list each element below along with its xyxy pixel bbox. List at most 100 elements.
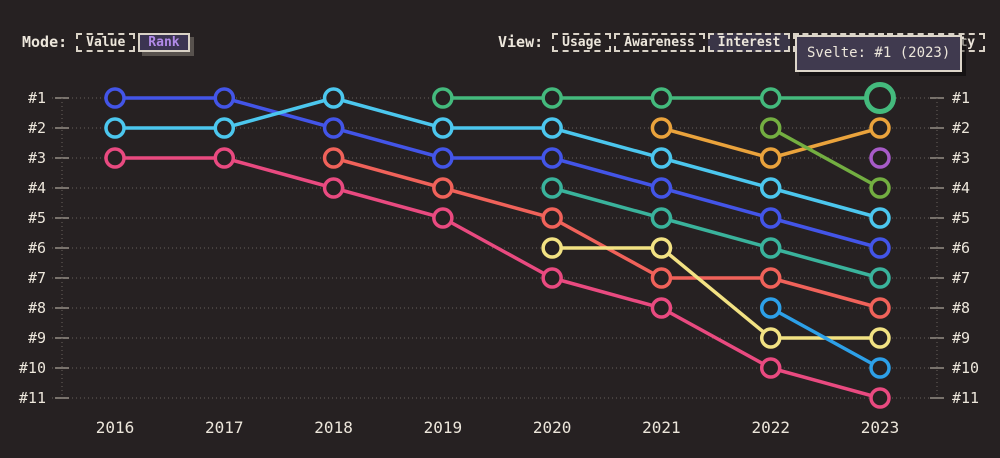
year-label-2016: 2016: [96, 418, 135, 437]
marker-Svelte-2019[interactable]: [432, 87, 454, 109]
marker-salmon-2018[interactable]: [322, 147, 345, 169]
marker-pink-2022[interactable]: [759, 357, 782, 379]
rank-label-left-#7: #7: [28, 269, 46, 287]
marker-teal-2020[interactable]: [541, 177, 563, 199]
marker-cyan-2018[interactable]: [322, 87, 345, 109]
series-line-cyan: [113, 96, 882, 220]
year-label-2022: 2022: [751, 418, 790, 437]
rank-label-left-#6: #6: [28, 239, 46, 257]
mode-value-button[interactable]: Value: [76, 32, 136, 52]
marker-blue-2021[interactable]: [650, 177, 673, 199]
marker-blue-2016[interactable]: [104, 87, 126, 109]
marker-apple-green-2022[interactable]: [759, 117, 782, 139]
marker-Svelte-2023[interactable]: [864, 82, 896, 114]
marker-orange-2023[interactable]: [869, 117, 891, 139]
marker-pink-2021[interactable]: [650, 297, 673, 319]
mode-rank-button[interactable]: Rank: [138, 32, 190, 52]
marker-blue-2019[interactable]: [432, 147, 454, 169]
marker-cyan-2016[interactable]: [104, 117, 126, 139]
marker-pink-2016[interactable]: [104, 147, 126, 169]
marker-pink-2017[interactable]: [213, 147, 236, 169]
rank-label-left-#10: #10: [19, 359, 46, 377]
marker-apple-green-2023[interactable]: [869, 177, 891, 199]
marker-sky-blue-2023[interactable]: [869, 357, 891, 379]
marker-orange-2022[interactable]: [759, 147, 782, 169]
marker-blue-2022[interactable]: [759, 207, 782, 229]
view-label: View:: [498, 33, 544, 51]
rank-label-left-#5: #5: [28, 209, 46, 227]
mode-toggle: Mode: Value Rank: [22, 26, 193, 58]
marker-salmon-2023[interactable]: [869, 297, 891, 319]
mode-button-group: Value Rank: [76, 29, 192, 56]
year-label-2023: 2023: [861, 418, 900, 437]
marker-pink-2018[interactable]: [322, 177, 345, 199]
series-line-teal: [550, 186, 882, 280]
marker-orange-2021[interactable]: [650, 117, 673, 139]
rank-label-right-#6: #6: [952, 239, 970, 257]
rank-label-right-#5: #5: [952, 209, 970, 227]
marker-yellow-2023[interactable]: [869, 327, 891, 349]
marker-Svelte-2021[interactable]: [650, 87, 673, 109]
view-interest-button[interactable]: Interest: [707, 32, 791, 52]
marker-salmon-2021[interactable]: [650, 267, 673, 289]
marker-Svelte-2020[interactable]: [541, 87, 563, 109]
year-label-2019: 2019: [424, 418, 463, 437]
marker-cyan-2022[interactable]: [759, 177, 782, 199]
marker-cyan-2021[interactable]: [650, 147, 673, 169]
rank-label-left-#3: #3: [28, 149, 46, 167]
rank-label-right-#1: #1: [952, 89, 970, 107]
marker-blue-2020[interactable]: [541, 147, 563, 169]
marker-blue-2017[interactable]: [213, 87, 236, 109]
chart-tooltip: Svelte: #1 (2023): [795, 35, 963, 72]
year-label-2017: 2017: [205, 418, 244, 437]
marker-pink-2019[interactable]: [432, 207, 454, 229]
rank-label-left-#8: #8: [28, 299, 46, 317]
rank-label-left-#4: #4: [28, 179, 46, 197]
series-line-apple-green: [768, 126, 882, 190]
marker-cyan-2020[interactable]: [541, 117, 563, 139]
marker-teal-2021[interactable]: [650, 207, 673, 229]
marker-blue-2023[interactable]: [869, 237, 891, 259]
marker-cyan-2023[interactable]: [869, 207, 891, 229]
series-line-blue: [113, 96, 882, 250]
marker-yellow-2020[interactable]: [541, 237, 563, 259]
marker-salmon-2020[interactable]: [541, 207, 563, 229]
view-usage-button[interactable]: Usage: [552, 32, 612, 52]
marker-purple-2023[interactable]: [869, 147, 891, 169]
marker-pink-2020[interactable]: [541, 267, 563, 289]
rank-label-right-#11: #11: [952, 389, 979, 407]
year-label-2021: 2021: [642, 418, 681, 437]
rank-label-right-#8: #8: [952, 299, 970, 317]
rank-label-left-#2: #2: [28, 119, 46, 137]
marker-yellow-2021[interactable]: [650, 237, 673, 259]
rank-label-left-#1: #1: [28, 89, 46, 107]
marker-teal-2023[interactable]: [869, 267, 891, 289]
rank-label-left-#11: #11: [19, 389, 46, 407]
marker-cyan-2019[interactable]: [432, 117, 454, 139]
rank-label-right-#2: #2: [952, 119, 970, 137]
marker-pink-2023[interactable]: [869, 387, 891, 409]
marker-teal-2022[interactable]: [759, 237, 782, 259]
marker-Svelte-2022[interactable]: [759, 87, 782, 109]
mode-label: Mode:: [22, 33, 68, 51]
marker-salmon-2022[interactable]: [759, 267, 782, 289]
rank-label-left-#9: #9: [28, 329, 46, 347]
year-label-2018: 2018: [314, 418, 353, 437]
marker-cyan-2017[interactable]: [213, 117, 236, 139]
marker-salmon-2019[interactable]: [432, 177, 454, 199]
view-awareness-button[interactable]: Awareness: [614, 32, 705, 52]
year-label-2020: 2020: [533, 418, 572, 437]
rank-label-right-#7: #7: [952, 269, 970, 287]
rank-label-right-#10: #10: [952, 359, 979, 377]
rank-label-right-#4: #4: [952, 179, 970, 197]
rank-label-right-#9: #9: [952, 329, 970, 347]
series-line-pink: [113, 156, 882, 400]
series-line-salmon: [331, 156, 882, 310]
marker-yellow-2022[interactable]: [759, 327, 782, 349]
series-line-sky-blue: [768, 306, 882, 370]
rank-label-right-#3: #3: [952, 149, 970, 167]
marker-sky-blue-2022[interactable]: [759, 297, 782, 319]
marker-blue-2018[interactable]: [322, 117, 345, 139]
